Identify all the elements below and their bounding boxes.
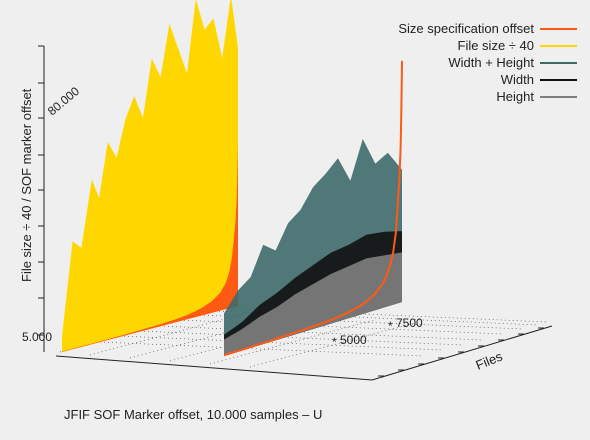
legend-label-file-size: File size ÷ 40 [458, 38, 535, 53]
depth-axis-line [371, 325, 553, 381]
file-tick-label-5000: 5000 [340, 333, 367, 347]
y-axis-label: File size ÷ 40 / SOF marker offset [19, 88, 34, 282]
grid-line [249, 322, 416, 368]
chart-caption: JFIF SOF Marker offset, 10.000 samples –… [64, 407, 322, 422]
grid-line [139, 330, 464, 346]
legend-label-height: Height [496, 89, 534, 104]
grid-line [129, 313, 296, 359]
y-tick-label-low: 5.000 [22, 330, 52, 344]
files-axis-label: Files [474, 348, 506, 372]
height-fill [224, 252, 402, 356]
file-tick-marker: * [332, 335, 337, 349]
y-tick-label-high: 80.000 [45, 84, 82, 119]
size-offset-line [223, 60, 403, 357]
series-layer [62, 0, 403, 357]
grid-line [159, 325, 484, 341]
file-size-fill [62, 0, 238, 352]
grid-line [209, 319, 376, 365]
legend-label-width-height: Width + Height [448, 55, 534, 70]
legend: Size specification offset File size ÷ 40… [398, 21, 577, 104]
grid-line [89, 310, 256, 356]
legend-label-size-offset: Size specification offset [398, 21, 534, 36]
file-tick-label-7500: 7500 [396, 316, 423, 330]
base-front-line [55, 355, 373, 381]
legend-label-width: Width [501, 72, 534, 87]
file-tick-marker: * [388, 319, 393, 333]
grid-line [169, 316, 336, 362]
axes [38, 45, 553, 381]
